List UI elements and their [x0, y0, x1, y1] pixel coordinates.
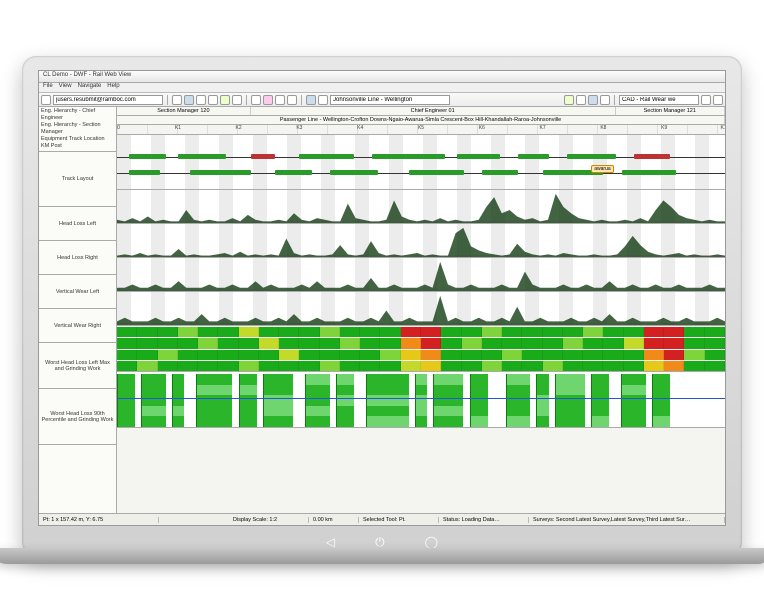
row-label-heatmap: Worst Head Loss Left Max and Grinding Wo…	[39, 343, 116, 389]
address-input[interactable]	[53, 95, 163, 105]
row-bars[interactable]	[117, 372, 725, 428]
menu-bar[interactable]: File View Navigate Help	[39, 83, 725, 93]
app-window: CL Demo - DWF - Rail Web View File View …	[38, 70, 726, 526]
tool-icon[interactable]	[318, 95, 328, 105]
tool-icon[interactable]	[263, 95, 273, 105]
row-vertical_wear_right[interactable]	[117, 292, 725, 326]
laptop-frame: CL Demo - DWF - Rail Web View File View …	[22, 56, 742, 556]
kmpost-label: K7	[540, 125, 546, 131]
tool-icon[interactable]	[713, 95, 723, 105]
window-titlebar: CL Demo - DWF - Rail Web View	[39, 71, 725, 83]
kmpost-label: K4	[357, 125, 363, 131]
section-header-row: Section Manager 120 Chief Engineer 01 Se…	[117, 107, 725, 116]
kmpost-label: K2	[236, 125, 242, 131]
kmpost-label: K1	[175, 125, 181, 131]
row-vertical_wear_left[interactable]	[117, 258, 725, 292]
cad-dropdown[interactable]	[619, 95, 699, 105]
tool-icon[interactable]	[172, 95, 182, 105]
sb-surveys: Surveys: Second Latest Survey,Latest Sur…	[529, 517, 725, 523]
route-input[interactable]	[330, 95, 450, 105]
kmpost-label: K10	[721, 125, 725, 131]
sb-km: 0.00 km	[309, 517, 359, 523]
line-header-row: Passenger Line - Wellington-Crofton Down…	[117, 116, 725, 125]
row-label-head_loss_left: Head Loss Left	[39, 207, 116, 241]
sidebar: Eng. Hierarchy - Chief Engineer Eng. Hie…	[39, 107, 117, 513]
save-icon[interactable]	[588, 95, 598, 105]
row-track_layout[interactable]: awarua	[117, 135, 725, 190]
kmpost-label: K5	[418, 125, 424, 131]
row-label-head_loss_right: Head Loss Right	[39, 241, 116, 275]
sb-scale: Display Scale: 1:2	[229, 517, 309, 523]
tool-icon[interactable]	[184, 95, 194, 105]
track-rows: awarua	[117, 135, 725, 513]
hier-line: KM Post	[41, 143, 114, 150]
tool-icon[interactable]	[576, 95, 586, 105]
main-panel: Section Manager 120 Chief Engineer 01 Se…	[117, 107, 725, 513]
tool-icon[interactable]	[251, 95, 261, 105]
kmpost-label: K6	[479, 125, 485, 131]
menu-help[interactable]: Help	[107, 83, 119, 92]
row-label-track_layout: Track Layout	[39, 152, 116, 207]
hier-line: Eng. Hierarchy - Chief Engineer	[41, 108, 114, 122]
user-icon[interactable]	[41, 95, 51, 105]
row-label-vertical_wear_left: Vertical Wear Left	[39, 275, 116, 309]
track-marker[interactable]: awarua	[591, 165, 613, 173]
kmpost-label: K8	[600, 125, 606, 131]
row-label-vertical_wear_right: Vertical Wear Right	[39, 309, 116, 343]
status-bar: Pt: 1 x 157.42 m, Y: 6.75 Display Scale:…	[39, 513, 725, 525]
power-icon: ⏻	[375, 535, 385, 550]
hdr-cell: Chief Engineer 01	[251, 107, 616, 115]
hdr-cell: Passenger Line - Wellington-Crofton Down…	[117, 116, 725, 124]
sb-coords: Pt: 1 x 157.42 m, Y: 6.75	[39, 517, 159, 523]
tool-icon[interactable]	[600, 95, 610, 105]
toolbar	[39, 93, 725, 107]
tool-icon[interactable]	[220, 95, 230, 105]
row-label-column: Track LayoutHead Loss LeftHead Loss Righ…	[39, 152, 116, 513]
kmpost-label: K0	[117, 125, 120, 131]
home-icon: ◯	[425, 535, 438, 550]
tool-icon[interactable]	[208, 95, 218, 105]
row-head_loss_left[interactable]	[117, 190, 725, 224]
kmpost-label: K9	[661, 125, 667, 131]
laptop-buttons: ◁ ⏻ ◯	[22, 535, 742, 550]
window-title: CL Demo - DWF - Rail Web View	[43, 72, 131, 78]
chart-icon[interactable]	[564, 95, 574, 105]
menu-file[interactable]: File	[43, 83, 53, 92]
kmpost-ruler: K0 K1 K2 K3 K4 K5 K6 K7 K8 K9 K10	[117, 125, 725, 135]
sb-status: Status: Loading Data…	[439, 517, 529, 523]
tool-icon[interactable]	[275, 95, 285, 105]
tool-icon[interactable]	[232, 95, 242, 105]
menu-view[interactable]: View	[59, 83, 72, 92]
content-area: Eng. Hierarchy - Chief Engineer Eng. Hie…	[39, 107, 725, 513]
row-head_loss_right[interactable]	[117, 224, 725, 258]
hier-line: Eng. Hierarchy - Section Manager	[41, 122, 114, 136]
hdr-cell: Section Manager 121	[616, 107, 725, 115]
tool-icon[interactable]	[196, 95, 206, 105]
hier-line: Equipment Track Location	[41, 136, 114, 143]
hdr-cell: Section Manager 120	[117, 107, 251, 115]
row-label-bars: Worst Head Loss 90th Percentile and Grin…	[39, 389, 116, 445]
hierarchy-panel: Eng. Hierarchy - Chief Engineer Eng. Hie…	[39, 107, 116, 152]
row-heatmap[interactable]	[117, 326, 725, 372]
tool-icon[interactable]	[287, 95, 297, 105]
tool-icon[interactable]	[701, 95, 711, 105]
sb-tool: Selected Tool: Pt.	[359, 517, 439, 523]
kmpost-label: K3	[296, 125, 302, 131]
back-icon: ◁	[326, 535, 335, 550]
menu-navigate[interactable]: Navigate	[78, 83, 102, 92]
tool-icon[interactable]	[306, 95, 316, 105]
